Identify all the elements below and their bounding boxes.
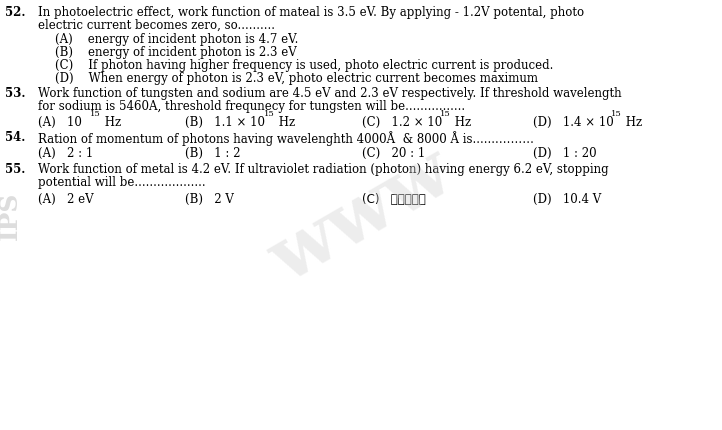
Text: (B)   1 : 2: (B) 1 : 2: [185, 147, 240, 160]
Text: Hz: Hz: [101, 116, 121, 129]
Text: (B)   2 V: (B) 2 V: [185, 193, 234, 206]
Text: In photoelectric effect, work function of mateal is 3.5 eV. By applying - 1.2V p: In photoelectric effect, work function o…: [38, 6, 584, 19]
Text: (B)    energy of incident photon is 2.3 eV: (B) energy of incident photon is 2.3 eV: [55, 46, 297, 59]
Text: 52.: 52.: [5, 6, 25, 19]
Text: (A)   10: (A) 10: [38, 116, 82, 129]
Text: Work function of tungsten and sodium are 4.5 eV and 2.3 eV respectively. If thre: Work function of tungsten and sodium are…: [38, 87, 622, 100]
Text: Ration of momentum of photons having wavelenghth 4000Å  & 8000 Å is.......………: Ration of momentum of photons having wav…: [38, 131, 534, 145]
Text: (C)   शून्य: (C) शून्य: [362, 193, 426, 206]
Text: Hz: Hz: [451, 116, 471, 129]
Text: potential will be...................: potential will be...................: [38, 175, 206, 189]
Text: 53.: 53.: [5, 87, 25, 100]
Text: (C)   1.2 × 10: (C) 1.2 × 10: [362, 116, 443, 129]
Text: Work function of metal is 4.2 eV. If ultraviolet radiation (photon) having energ: Work function of metal is 4.2 eV. If ult…: [38, 163, 609, 175]
Text: 15: 15: [90, 110, 101, 118]
Text: (B)   1.1 × 10: (B) 1.1 × 10: [185, 116, 265, 129]
Text: (D)   1.4 × 10: (D) 1.4 × 10: [533, 116, 614, 129]
Text: electric current becomes zero, so..........: electric current becomes zero, so.......…: [38, 19, 275, 32]
Text: Hz: Hz: [622, 116, 642, 129]
Text: www: www: [257, 134, 465, 297]
Text: (A)    energy of incident photon is 4.7 eV.: (A) energy of incident photon is 4.7 eV.: [55, 33, 298, 46]
Text: 15: 15: [440, 110, 451, 118]
Text: IPS: IPS: [0, 191, 22, 240]
Text: 15: 15: [264, 110, 275, 118]
Text: (A)   2 eV: (A) 2 eV: [38, 193, 94, 206]
Text: (D)   10.4 V: (D) 10.4 V: [533, 193, 601, 206]
Text: (C)   20 : 1: (C) 20 : 1: [362, 147, 425, 160]
Text: 15: 15: [611, 110, 622, 118]
Text: (C)    If photon having higher frequency is used, photo electric current is prod: (C) If photon having higher frequency is…: [55, 59, 553, 72]
Text: for sodium is 5460A, threshold frequnecy for tungsten will be................: for sodium is 5460A, threshold frequnecy…: [38, 100, 465, 113]
Text: (D)    When energy of photon is 2.3 eV, photo electric current becomes maximum: (D) When energy of photon is 2.3 eV, pho…: [55, 72, 538, 85]
Text: 55.: 55.: [5, 163, 25, 175]
Text: Hz: Hz: [275, 116, 295, 129]
Text: (A)   2 : 1: (A) 2 : 1: [38, 147, 93, 160]
Text: 54.: 54.: [5, 131, 25, 144]
Text: (D)   1 : 20: (D) 1 : 20: [533, 147, 596, 160]
